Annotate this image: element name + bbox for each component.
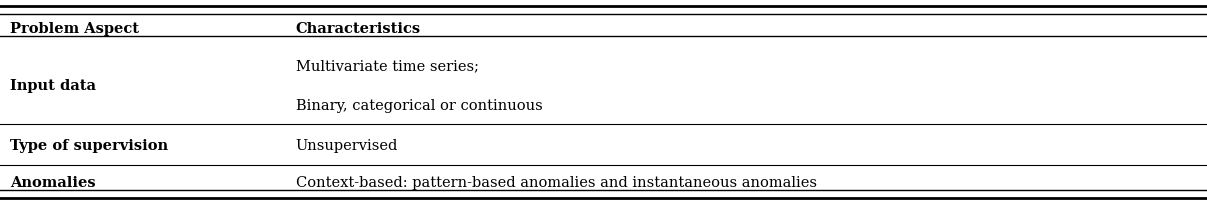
Text: Characteristics: Characteristics <box>296 22 421 36</box>
Text: Type of supervision: Type of supervision <box>10 139 168 153</box>
Text: Multivariate time series;: Multivariate time series; <box>296 59 479 73</box>
Text: Unsupervised: Unsupervised <box>296 139 398 153</box>
Text: Anomalies: Anomalies <box>10 176 95 190</box>
Text: Binary, categorical or continuous: Binary, categorical or continuous <box>296 99 542 113</box>
Text: Problem Aspect: Problem Aspect <box>10 22 139 36</box>
Text: Context-based: pattern-based anomalies and instantaneous anomalies: Context-based: pattern-based anomalies a… <box>296 176 817 190</box>
Text: Input data: Input data <box>10 79 95 93</box>
